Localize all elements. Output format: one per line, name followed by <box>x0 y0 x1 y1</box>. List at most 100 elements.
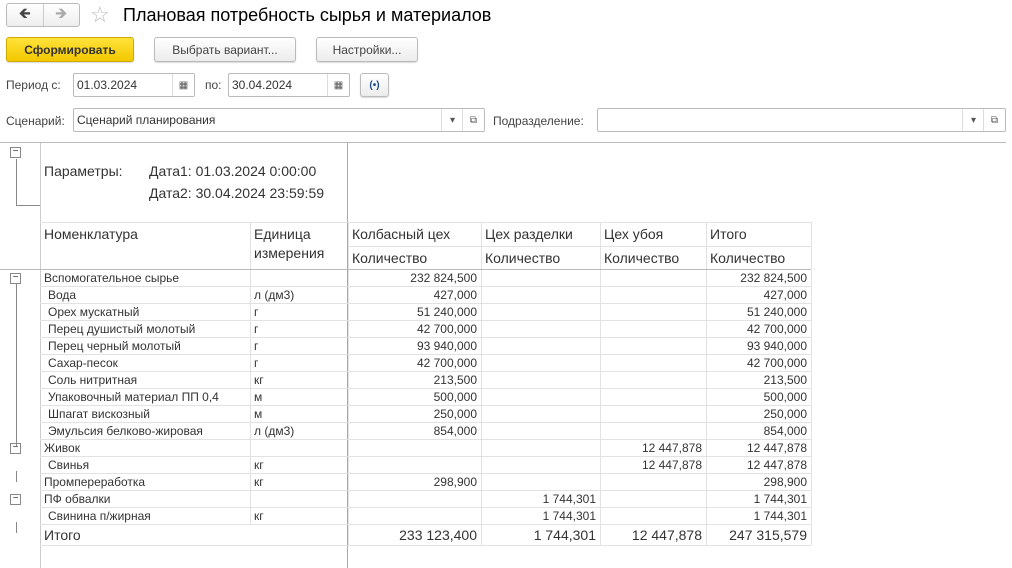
grid-line <box>40 490 811 491</box>
collapse-group-toggle[interactable]: − <box>10 273 21 284</box>
period-select-button[interactable]: (•) <box>360 73 389 97</box>
grid-line <box>348 355 349 372</box>
grid-line <box>40 439 811 440</box>
grid-line <box>706 491 707 508</box>
row-name: Орех мускатный <box>48 305 140 319</box>
grid-line <box>481 525 482 545</box>
calendar-icon[interactable]: ▦ <box>327 74 349 96</box>
grid-line <box>481 222 482 269</box>
settings-button[interactable]: Настройки... <box>316 37 418 62</box>
row-value: 12 447,878 <box>746 441 807 455</box>
grid-line <box>348 525 349 545</box>
column-header-unit: Единица <box>254 226 311 242</box>
grid-line <box>250 474 251 491</box>
period-to-field[interactable]: 30.04.2024 ▦ <box>228 73 350 97</box>
grid-line <box>348 406 349 423</box>
dropdown-icon[interactable]: ▾ <box>441 109 463 131</box>
grid-line <box>348 372 349 389</box>
grid-line <box>348 287 349 304</box>
grid-line <box>250 321 251 338</box>
grid-line <box>250 508 251 525</box>
grid-line <box>811 321 812 338</box>
row-unit: л (дм3) <box>254 424 295 438</box>
report-spreadsheet[interactable]: − Параметры: Дата1: 01.03.2024 0:00:00 Д… <box>0 142 1006 568</box>
grid-line <box>481 508 482 525</box>
grid-line <box>600 474 601 491</box>
row-name: Шпагат вискозный <box>48 407 150 421</box>
grid-line <box>481 304 482 321</box>
grid-line <box>250 423 251 440</box>
grid-line <box>348 389 349 406</box>
grid-line <box>250 491 251 508</box>
row-unit: м <box>254 390 263 404</box>
calendar-icon[interactable]: ▦ <box>172 74 194 96</box>
grid-line <box>706 474 707 491</box>
open-icon[interactable]: ⧉ <box>983 109 1005 131</box>
page-title: Плановая потребность сырья и материалов <box>123 5 492 25</box>
grid-line <box>481 287 482 304</box>
grid-line <box>706 270 707 287</box>
tree-line <box>16 284 17 446</box>
row-value: 427,000 <box>763 288 807 302</box>
row-value: 1 744,301 <box>542 509 596 523</box>
scenario-field[interactable]: Сценарий планирования ▾ ⧉ <box>73 108 485 132</box>
grid-line <box>481 372 482 389</box>
tree-line <box>16 522 17 533</box>
grid-line <box>811 406 812 423</box>
period-to-label: по: <box>205 78 222 92</box>
collapse-group-toggle[interactable]: − <box>10 494 21 505</box>
grid-line <box>811 474 812 491</box>
period-from-label: Период с: <box>6 78 61 92</box>
arrow-left-icon: 🡸 <box>18 4 31 22</box>
grid-line <box>250 440 251 457</box>
division-field[interactable]: ▾ ⧉ <box>597 108 1006 132</box>
row-name: Промпереработка <box>44 475 146 489</box>
row-unit: г <box>254 339 259 353</box>
row-name: Перец черный молотый <box>48 339 181 353</box>
grid-line <box>811 440 812 457</box>
grid-line <box>348 508 349 525</box>
navigation-buttons: 🡸 🡺 <box>6 3 80 27</box>
grid-line <box>348 440 349 457</box>
row-value: 51 240,000 <box>416 305 477 319</box>
grid-line <box>40 303 811 304</box>
grid-line <box>600 508 601 525</box>
row-value: 12 447,878 <box>641 441 702 455</box>
row-name: Вспомогательное сырье <box>44 271 180 285</box>
tree-line <box>16 471 17 482</box>
dropdown-icon[interactable]: ▾ <box>962 109 984 131</box>
grid-line <box>40 524 811 525</box>
row-value: 1 744,301 <box>753 509 807 523</box>
grid-line <box>600 222 601 269</box>
grid-line <box>811 338 812 355</box>
period-from-field[interactable]: 01.03.2024 ▦ <box>73 73 195 97</box>
grid-line <box>250 457 251 474</box>
grid-line <box>706 372 707 389</box>
grid-line <box>481 338 482 355</box>
choose-variant-button[interactable]: Выбрать вариант... <box>154 37 296 62</box>
row-value: 854,000 <box>433 424 477 438</box>
row-unit: кг <box>254 458 264 472</box>
row-value: 500,000 <box>433 390 477 404</box>
grid-line <box>706 525 707 545</box>
grid-line <box>481 406 482 423</box>
back-button[interactable]: 🡸 <box>7 4 43 26</box>
grid-line <box>706 508 707 525</box>
total-value: 1 744,301 <box>533 527 596 543</box>
generate-button[interactable]: Сформировать <box>6 37 134 62</box>
grid-line <box>811 423 812 440</box>
row-name: Свинья <box>48 458 90 472</box>
forward-button[interactable]: 🡺 <box>42 4 80 26</box>
row-value: 93 940,000 <box>416 339 477 353</box>
grid-line <box>811 389 812 406</box>
column-subheader-3: Количество <box>710 250 786 266</box>
favorite-star-icon[interactable]: ☆ <box>90 2 110 27</box>
collapse-group-toggle[interactable]: − <box>10 443 21 454</box>
grid-line <box>600 338 601 355</box>
row-unit: л (дм3) <box>254 288 295 302</box>
grid-line <box>0 269 811 270</box>
row-name: Соль нитритная <box>48 373 138 387</box>
params-date1: Дата1: 01.03.2024 0:00:00 <box>149 163 317 179</box>
open-icon[interactable]: ⧉ <box>462 109 484 131</box>
collapse-params-toggle[interactable]: − <box>10 147 21 158</box>
